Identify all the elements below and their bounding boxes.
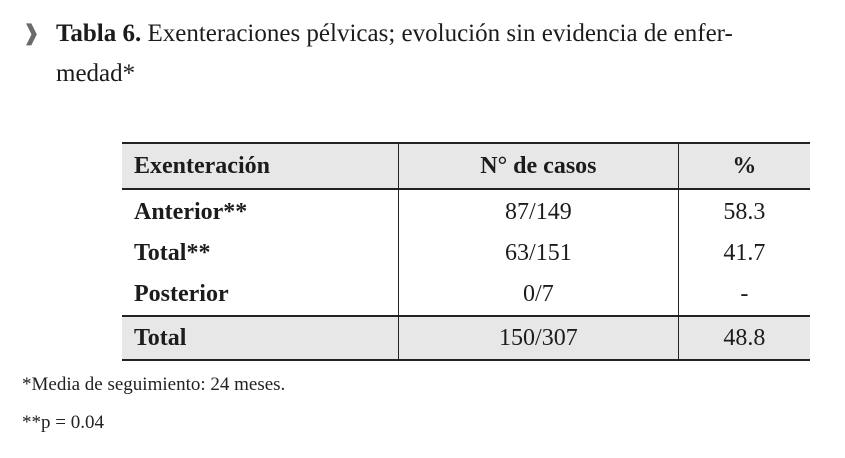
table-row: Total** 63/151 41.7 (122, 233, 810, 274)
row-percent: 41.7 (677, 233, 810, 274)
table-row: Posterior 0/7 - (122, 274, 810, 316)
table-header-row: Exenteración N° de casos % (122, 142, 810, 190)
caption-text-line-2: medad* (56, 60, 136, 87)
table-caption: ❱ Tabla 6. Exenteraciones pélvicas; evolu… (22, 14, 845, 94)
row-cases: 0/7 (398, 274, 679, 316)
row-percent: - (677, 274, 810, 316)
caption-line-1: ❱ Tabla 6. Exenteraciones pélvicas; evolu… (22, 14, 845, 54)
total-label: Total (122, 315, 399, 361)
footnotes: *Media de seguimiento: 24 meses. **p = 0… (22, 366, 285, 442)
total-percent: 48.8 (677, 315, 810, 361)
row-percent: 58.3 (677, 189, 810, 233)
total-cases: 150/307 (398, 315, 679, 361)
row-cases: 63/151 (398, 233, 679, 274)
bullet-icon: ❱ (22, 21, 41, 46)
row-label: Total** (134, 240, 211, 266)
table-total-row: Total 150/307 48.8 (122, 315, 810, 361)
header-num-casos: N° de casos (398, 142, 679, 190)
caption-label: Tabla 6. (56, 20, 142, 47)
caption-text-line-1: Exenteraciones pélvicas; evolución sin e… (147, 20, 733, 47)
caption-line-2: medad* (22, 54, 845, 94)
header-exenteracion: Exenteración (122, 142, 399, 190)
table-row: Anterior** 87/149 58.3 (122, 189, 810, 233)
row-cases: 87/149 (398, 189, 679, 233)
row-label: Posterior (134, 281, 229, 307)
footnote-1: *Media de seguimiento: 24 meses. (22, 374, 286, 395)
row-label: Anterior** (134, 199, 248, 225)
footnote-2: **p = 0.04 (22, 412, 104, 433)
data-table: Exenteración N° de casos % Anterior** 87… (122, 142, 810, 361)
header-percent: % (677, 142, 810, 190)
